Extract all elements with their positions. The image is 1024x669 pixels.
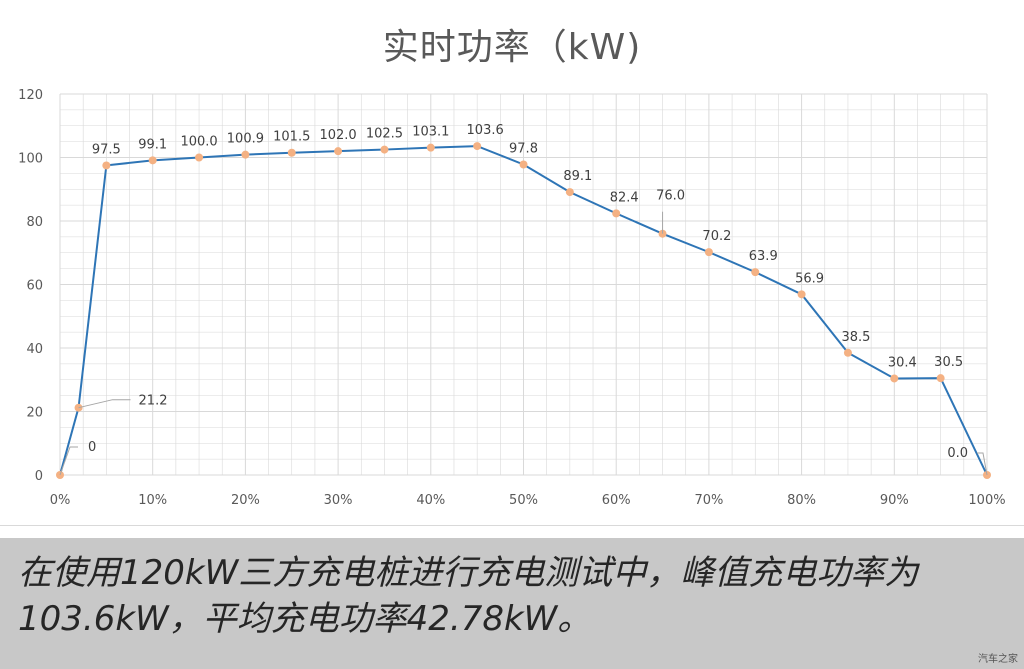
data-point	[843, 348, 852, 357]
data-label: 0.0	[947, 446, 968, 461]
data-label: 102.0	[319, 128, 356, 143]
caption-text: 在使用120kW三方充电桩进行充电测试中，峰值充电功率为103.6kW，平均充电…	[18, 553, 919, 639]
y-tick-label: 80	[26, 215, 43, 230]
data-point	[890, 374, 899, 383]
y-tick-label: 40	[26, 342, 43, 357]
chart-panel: 实时功率（kW) 0 20 40 60 80 100 120 0% 10% 20% 30% 40% 50…	[0, 27, 1024, 526]
chart-title: 实时功率（kW)	[382, 27, 642, 68]
data-label: 101.5	[273, 130, 310, 145]
y-tick-label: 0	[35, 469, 43, 484]
data-label: 30.5	[934, 355, 963, 370]
data-point	[751, 268, 760, 277]
data-point	[936, 374, 945, 383]
data-label: 0	[88, 440, 96, 455]
x-tick-label: 80%	[787, 493, 816, 508]
y-tick-label: 20	[26, 406, 43, 421]
x-tick-label: 40%	[416, 493, 445, 508]
data-label: 70.2	[702, 229, 731, 244]
y-tick-label: 120	[18, 88, 43, 103]
data-label-leader	[977, 452, 988, 476]
data-point	[287, 148, 296, 157]
data-label: 100.9	[227, 132, 264, 147]
data-label: 82.4	[610, 190, 639, 205]
data-label: 102.5	[366, 127, 403, 142]
data-label: 103.6	[467, 123, 504, 138]
data-point	[426, 143, 435, 152]
data-label: 99.1	[138, 137, 167, 152]
data-label: 76.0	[656, 189, 685, 204]
data-point	[473, 142, 482, 151]
series-line	[59, 145, 988, 476]
data-label: 97.8	[509, 141, 538, 156]
y-tick-label: 100	[18, 152, 43, 167]
x-tick-label: 10%	[138, 493, 167, 508]
data-point	[565, 188, 574, 197]
watermark-text: 汽车之家	[978, 654, 1018, 665]
x-tick-label: 100%	[968, 493, 1005, 508]
line-chart: 0 20 40 60 80 100 120 0% 10% 20% 30% 40% 50% 60% 70% 80…	[18, 88, 1005, 508]
data-label: 89.1	[563, 169, 592, 184]
data-label: 100.0	[180, 135, 217, 150]
data-point	[612, 209, 621, 218]
data-point	[380, 145, 389, 154]
caption-band: 在使用120kW三方充电桩进行充电测试中，峰值充电功率为103.6kW，平均充电…	[0, 538, 1024, 669]
x-tick-label: 30%	[324, 493, 353, 508]
x-tick-label: 70%	[694, 493, 723, 508]
data-label: 97.5	[92, 142, 121, 157]
data-point	[241, 150, 250, 159]
data-point	[704, 248, 713, 257]
y-tick-label: 60	[26, 279, 43, 294]
data-label: 30.4	[888, 355, 917, 370]
x-tick-label: 90%	[880, 493, 909, 508]
data-point	[797, 290, 806, 299]
data-label-leader	[78, 399, 131, 409]
data-point	[102, 161, 111, 170]
x-tick-label: 20%	[231, 493, 260, 508]
x-tick-label: 0%	[50, 493, 71, 508]
data-label: 103.1	[412, 125, 449, 140]
data-label: 21.2	[139, 394, 168, 409]
data-label: 63.9	[749, 249, 778, 264]
data-label: 38.5	[841, 330, 870, 345]
x-tick-label: 60%	[602, 493, 631, 508]
data-point	[195, 153, 204, 162]
data-label: 56.9	[795, 271, 824, 286]
data-point	[148, 156, 157, 165]
data-label-leader	[59, 446, 78, 476]
data-point	[334, 147, 343, 156]
data-point	[519, 160, 528, 169]
x-tick-label: 50%	[509, 493, 538, 508]
